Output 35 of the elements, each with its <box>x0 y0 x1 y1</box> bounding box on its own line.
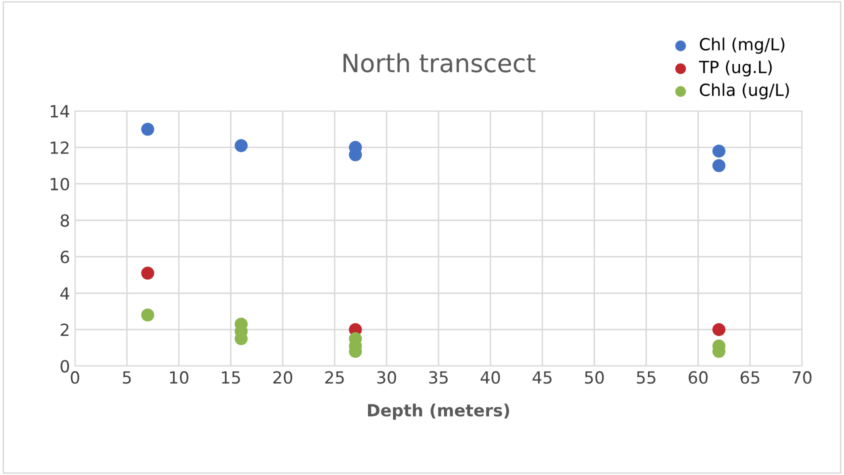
point <box>712 323 726 336</box>
x-tick-label: 40 <box>480 371 500 384</box>
point <box>141 122 154 136</box>
y-tick-label: 8 <box>60 214 69 227</box>
point <box>712 144 726 158</box>
x-tick-label: 60 <box>688 371 708 384</box>
y-tick-label: 4 <box>60 287 70 300</box>
point <box>141 308 154 322</box>
y-tick-label: 0 <box>60 360 70 373</box>
x-tick-label: 5 <box>122 371 131 384</box>
point <box>234 139 248 152</box>
x-tick-label: 15 <box>222 371 240 384</box>
y-tick-label: 6 <box>60 250 70 264</box>
x-tick-label: 45 <box>532 371 552 384</box>
point <box>141 266 154 280</box>
point <box>712 159 726 172</box>
y-tick-label: 12 <box>50 141 68 154</box>
x-tick-label: 50 <box>584 371 604 384</box>
x-tick-label: 30 <box>377 371 396 384</box>
x-tick-label: 55 <box>636 371 656 384</box>
y-tick-label: 2 <box>60 324 68 336</box>
x-tick-label: 70 <box>792 371 812 384</box>
legend-label: TP (ug.L) <box>698 60 772 77</box>
legend-label: Chl (mg/L) <box>700 38 784 54</box>
chart-title: North transcect <box>344 53 536 72</box>
x-tick-label: 0 <box>70 371 80 384</box>
x-tick-label: 25 <box>325 371 344 384</box>
x-tick-label: 20 <box>273 371 292 384</box>
y-tick-label: 10 <box>50 178 70 190</box>
x-axis-title: Depth (meters) <box>368 404 510 420</box>
legend-label: Chla (ug/L) <box>700 83 789 100</box>
x-tick-label: 35 <box>429 371 448 384</box>
y-tick-label: 14 <box>50 105 70 118</box>
x-tick-label: 65 <box>740 371 760 384</box>
x-tick-label: 10 <box>170 371 188 384</box>
